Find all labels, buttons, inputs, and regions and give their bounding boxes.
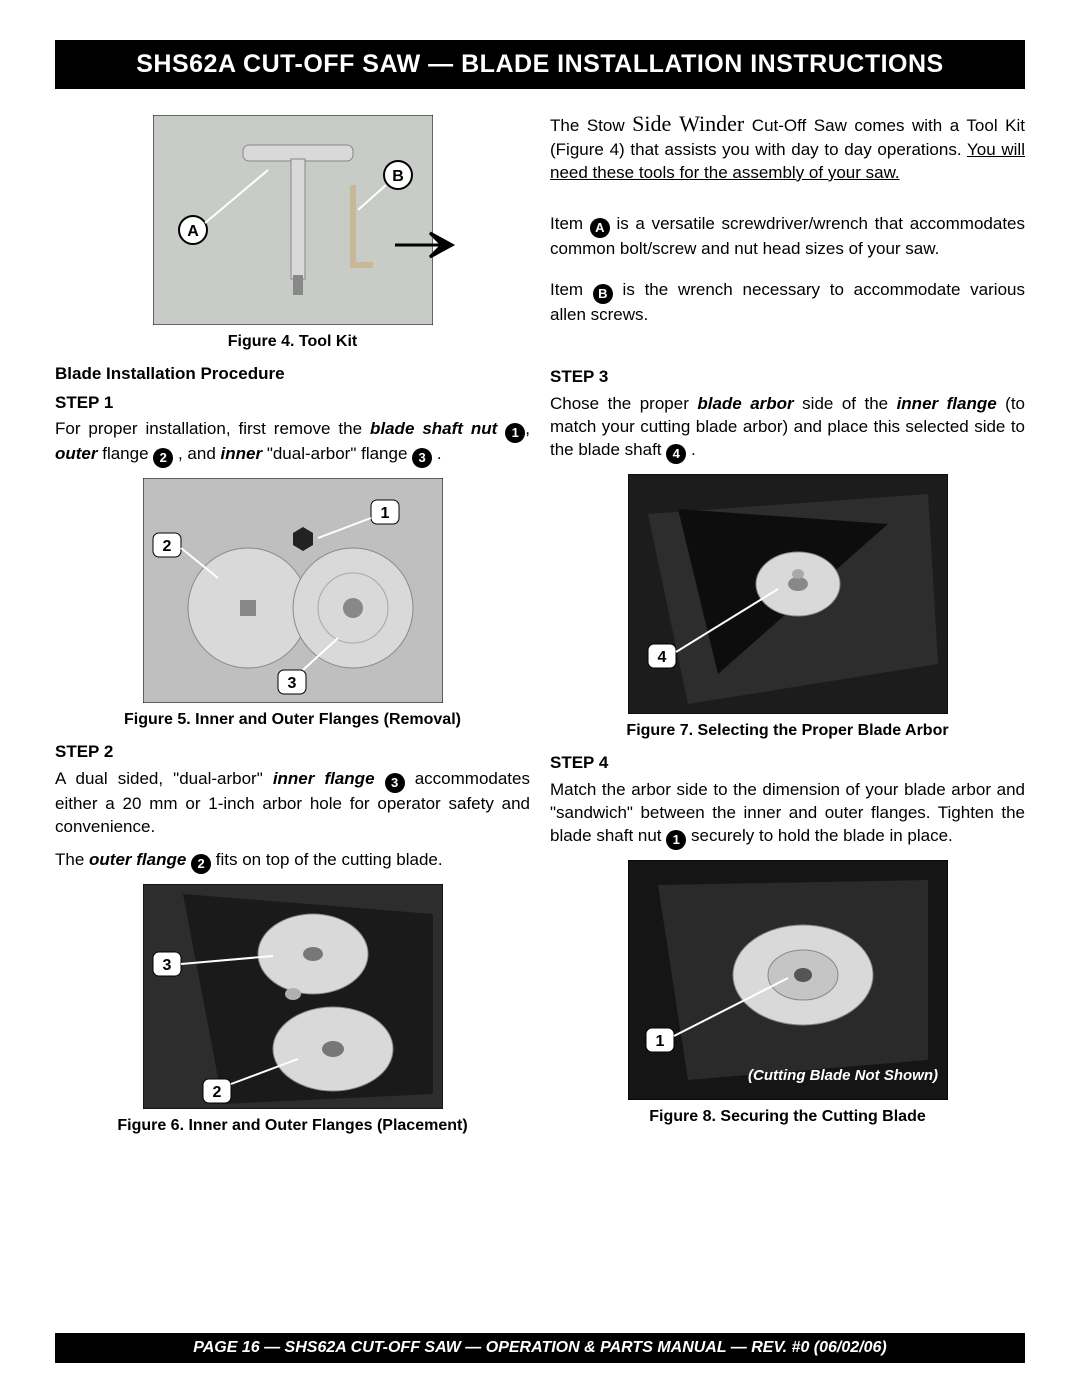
procedure-heading: Blade Installation Procedure: [55, 363, 530, 386]
marker-B: B: [593, 284, 613, 304]
step3-heading: STEP 3: [550, 366, 1025, 389]
t: For proper installation, first remove th…: [55, 419, 370, 438]
brand-sidewinder: Side Winder: [632, 111, 744, 136]
t: "dual-arbor" flange: [262, 444, 412, 463]
intro-text: The Stow Side Winder Cut-Off Saw comes w…: [550, 109, 1025, 185]
svg-text:2: 2: [212, 1084, 221, 1101]
svg-text:3: 3: [287, 675, 296, 692]
arrow-icon: [390, 225, 460, 265]
marker-A: A: [590, 218, 610, 238]
figure-5-caption: Figure 5. Inner and Outer Flanges (Remov…: [55, 709, 530, 731]
t: [375, 769, 385, 788]
t: [497, 419, 505, 438]
content-columns: A B Figure 4. Tool Kit Blade Installatio…: [55, 109, 1025, 1146]
step3-text: Chose the proper blade arbor side of the…: [550, 393, 1025, 464]
figure-5-flanges-removal: 1 2 3: [143, 478, 443, 703]
svg-text:B: B: [392, 168, 404, 185]
t: blade shaft nut: [370, 419, 497, 438]
marker-3b: 3: [385, 773, 405, 793]
t: A dual sided, "dual-arbor": [55, 769, 273, 788]
figure-7-caption: Figure 7. Selecting the Proper Blade Arb…: [550, 720, 1025, 742]
t: side of the: [794, 394, 897, 413]
t: The: [55, 850, 89, 869]
step2-text-1: A dual sided, "dual-arbor" inner flange …: [55, 768, 530, 839]
marker-1: 1: [505, 423, 525, 443]
marker-3: 3: [412, 448, 432, 468]
step1-heading: STEP 1: [55, 392, 530, 415]
svg-text:4: 4: [657, 649, 666, 666]
figure-4-caption: Figure 4. Tool Kit: [55, 331, 530, 353]
t: outer: [55, 444, 98, 463]
t: Item: [550, 280, 593, 299]
svg-text:A: A: [187, 223, 199, 240]
t: securely to hold the blade in place.: [686, 826, 953, 845]
figure-8-securing-blade: 1 (Cutting Blade Not Shown): [628, 860, 948, 1100]
t: Chose the proper: [550, 394, 697, 413]
svg-text:1: 1: [655, 1033, 664, 1050]
step4-heading: STEP 4: [550, 752, 1025, 775]
figure-4-toolkit: A B: [153, 115, 433, 325]
marker-4: 4: [666, 444, 686, 464]
svg-text:2: 2: [162, 538, 171, 555]
item-b-text: Item B is the wrench necessary to accomm…: [550, 279, 1025, 327]
t: .: [432, 444, 441, 463]
page-footer: PAGE 16 — SHS62A CUT-OFF SAW — OPERATION…: [55, 1333, 1025, 1363]
t: is a versatile screwdriver/wrench that a…: [550, 214, 1025, 258]
step2-heading: STEP 2: [55, 741, 530, 764]
right-column: The Stow Side Winder Cut-Off Saw comes w…: [550, 109, 1025, 1146]
page-title-bar: SHS62A CUT-OFF SAW — BLADE INSTALLATION …: [55, 40, 1025, 89]
t: Item: [550, 214, 590, 233]
item-a-text: Item A is a versatile screwdriver/wrench…: [550, 213, 1025, 261]
svg-text:3: 3: [162, 957, 171, 974]
step2-text-2: The outer flange 2 fits on top of the cu…: [55, 849, 530, 874]
t: inner: [221, 444, 263, 463]
t: fits on top of the cutting blade.: [211, 850, 443, 869]
t: ,: [525, 419, 530, 438]
t: The Stow: [550, 116, 632, 135]
figure-8-caption: Figure 8. Securing the Cutting Blade: [550, 1106, 1025, 1128]
svg-text:1: 1: [380, 505, 389, 522]
t: flange: [98, 444, 154, 463]
t: is the wrench necessary to accommodate v…: [550, 280, 1025, 324]
t: blade arbor: [697, 394, 793, 413]
step1-text: For proper installation, first remove th…: [55, 418, 530, 468]
t: inner flange: [273, 769, 375, 788]
t: outer flange: [89, 850, 186, 869]
figure-6-flanges-placement: 3 2: [143, 884, 443, 1109]
marker-1b: 1: [666, 830, 686, 850]
figure-6-caption: Figure 6. Inner and Outer Flanges (Place…: [55, 1115, 530, 1137]
t: .: [686, 440, 695, 459]
marker-2: 2: [153, 448, 173, 468]
step4-text: Match the arbor side to the dimension of…: [550, 779, 1025, 850]
t: , and: [173, 444, 220, 463]
marker-2b: 2: [191, 854, 211, 874]
figure-7-blade-arbor: 4: [628, 474, 948, 714]
t: inner flange: [897, 394, 997, 413]
fig8-note: (Cutting Blade Not Shown): [748, 1067, 938, 1084]
